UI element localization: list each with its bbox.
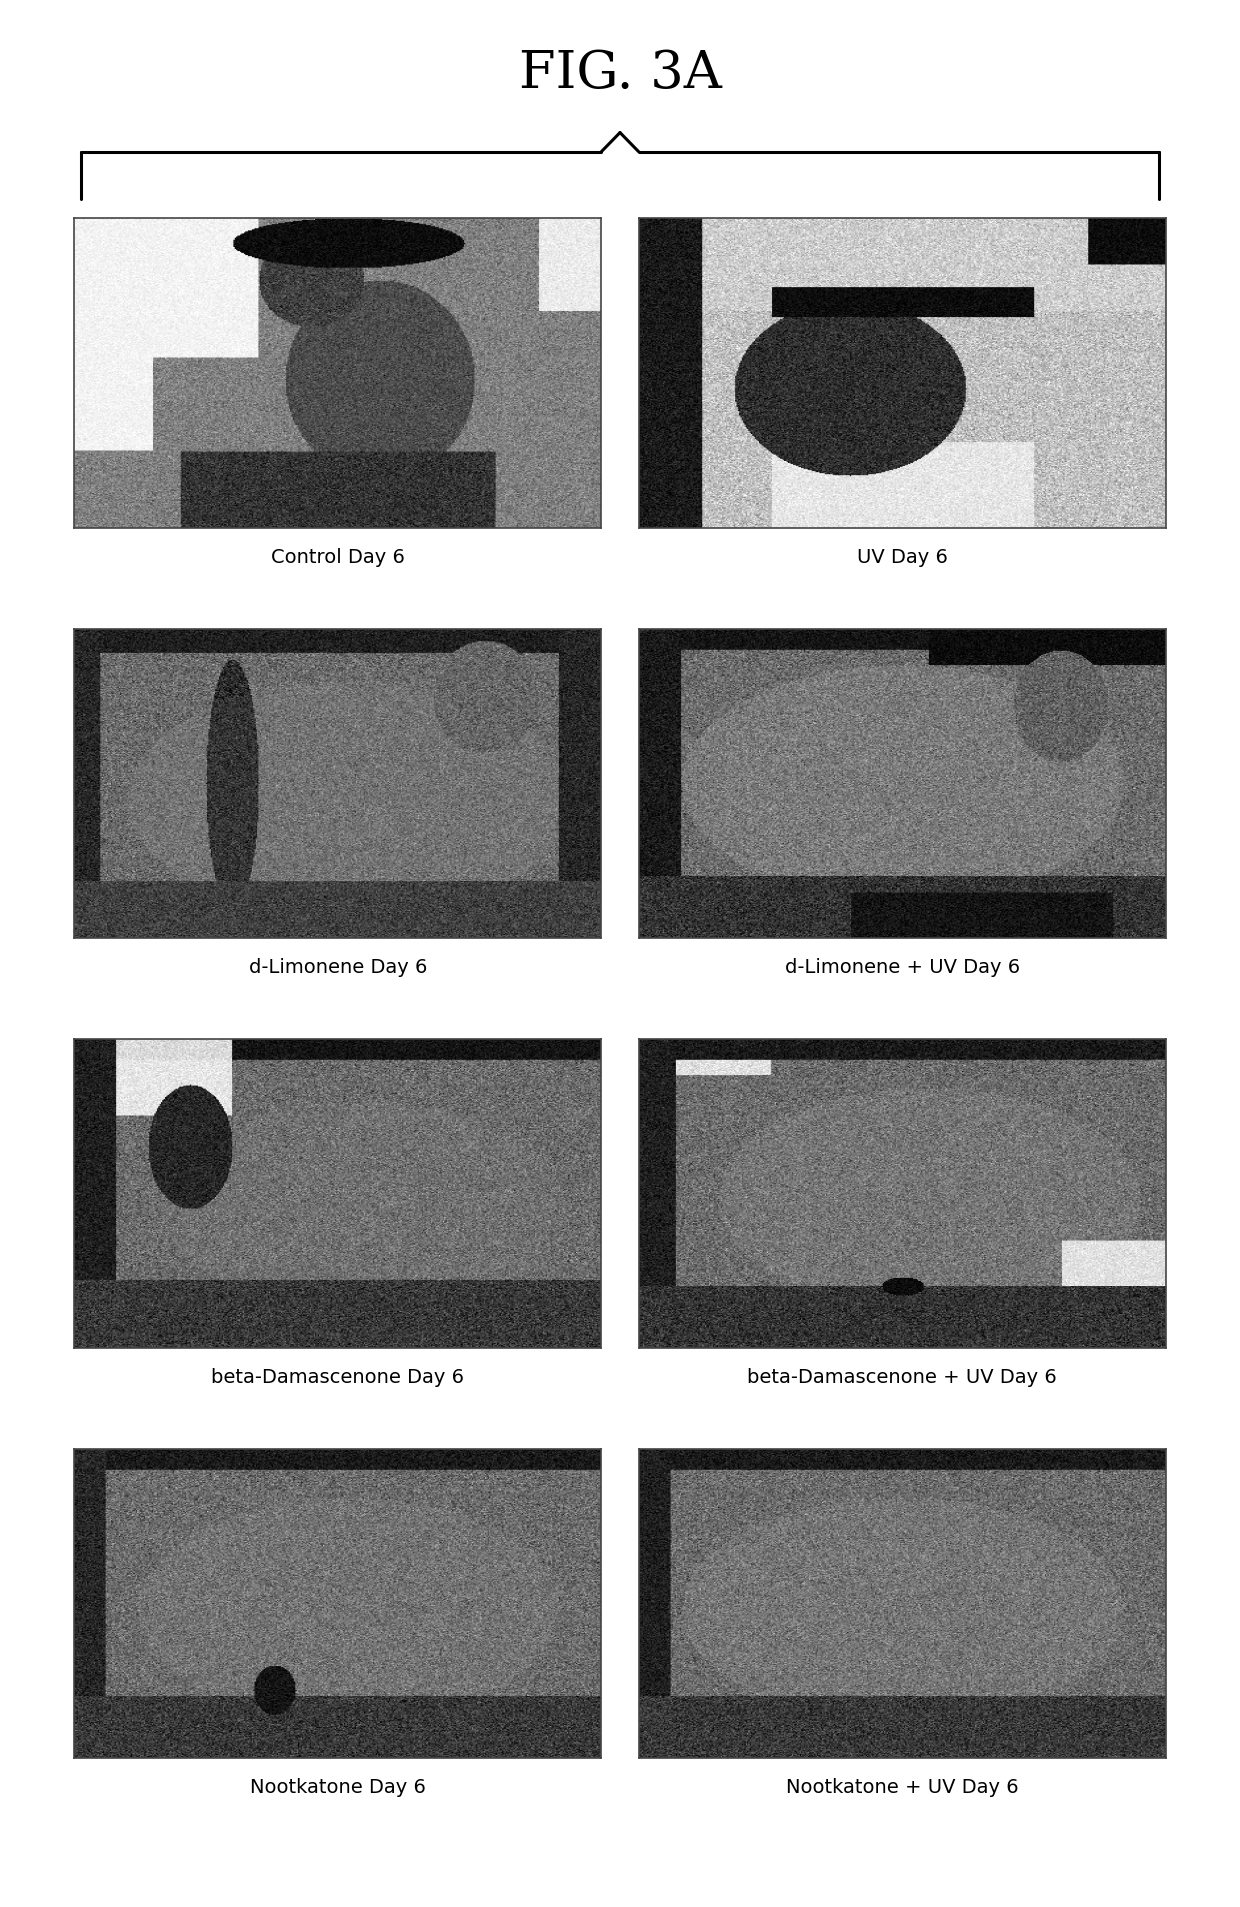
Text: d-Limonene Day 6: d-Limonene Day 6 [249, 957, 427, 976]
Text: Control Day 6: Control Day 6 [272, 547, 404, 566]
Text: Nootkatone Day 6: Nootkatone Day 6 [250, 1777, 425, 1796]
Text: UV Day 6: UV Day 6 [857, 547, 947, 566]
Text: d-Limonene + UV Day 6: d-Limonene + UV Day 6 [785, 957, 1019, 976]
Text: beta-Damascenone Day 6: beta-Damascenone Day 6 [211, 1367, 465, 1386]
Text: Nootkatone + UV Day 6: Nootkatone + UV Day 6 [786, 1777, 1018, 1796]
Text: beta-Damascenone + UV Day 6: beta-Damascenone + UV Day 6 [748, 1367, 1056, 1386]
Text: FIG. 3A: FIG. 3A [518, 48, 722, 99]
